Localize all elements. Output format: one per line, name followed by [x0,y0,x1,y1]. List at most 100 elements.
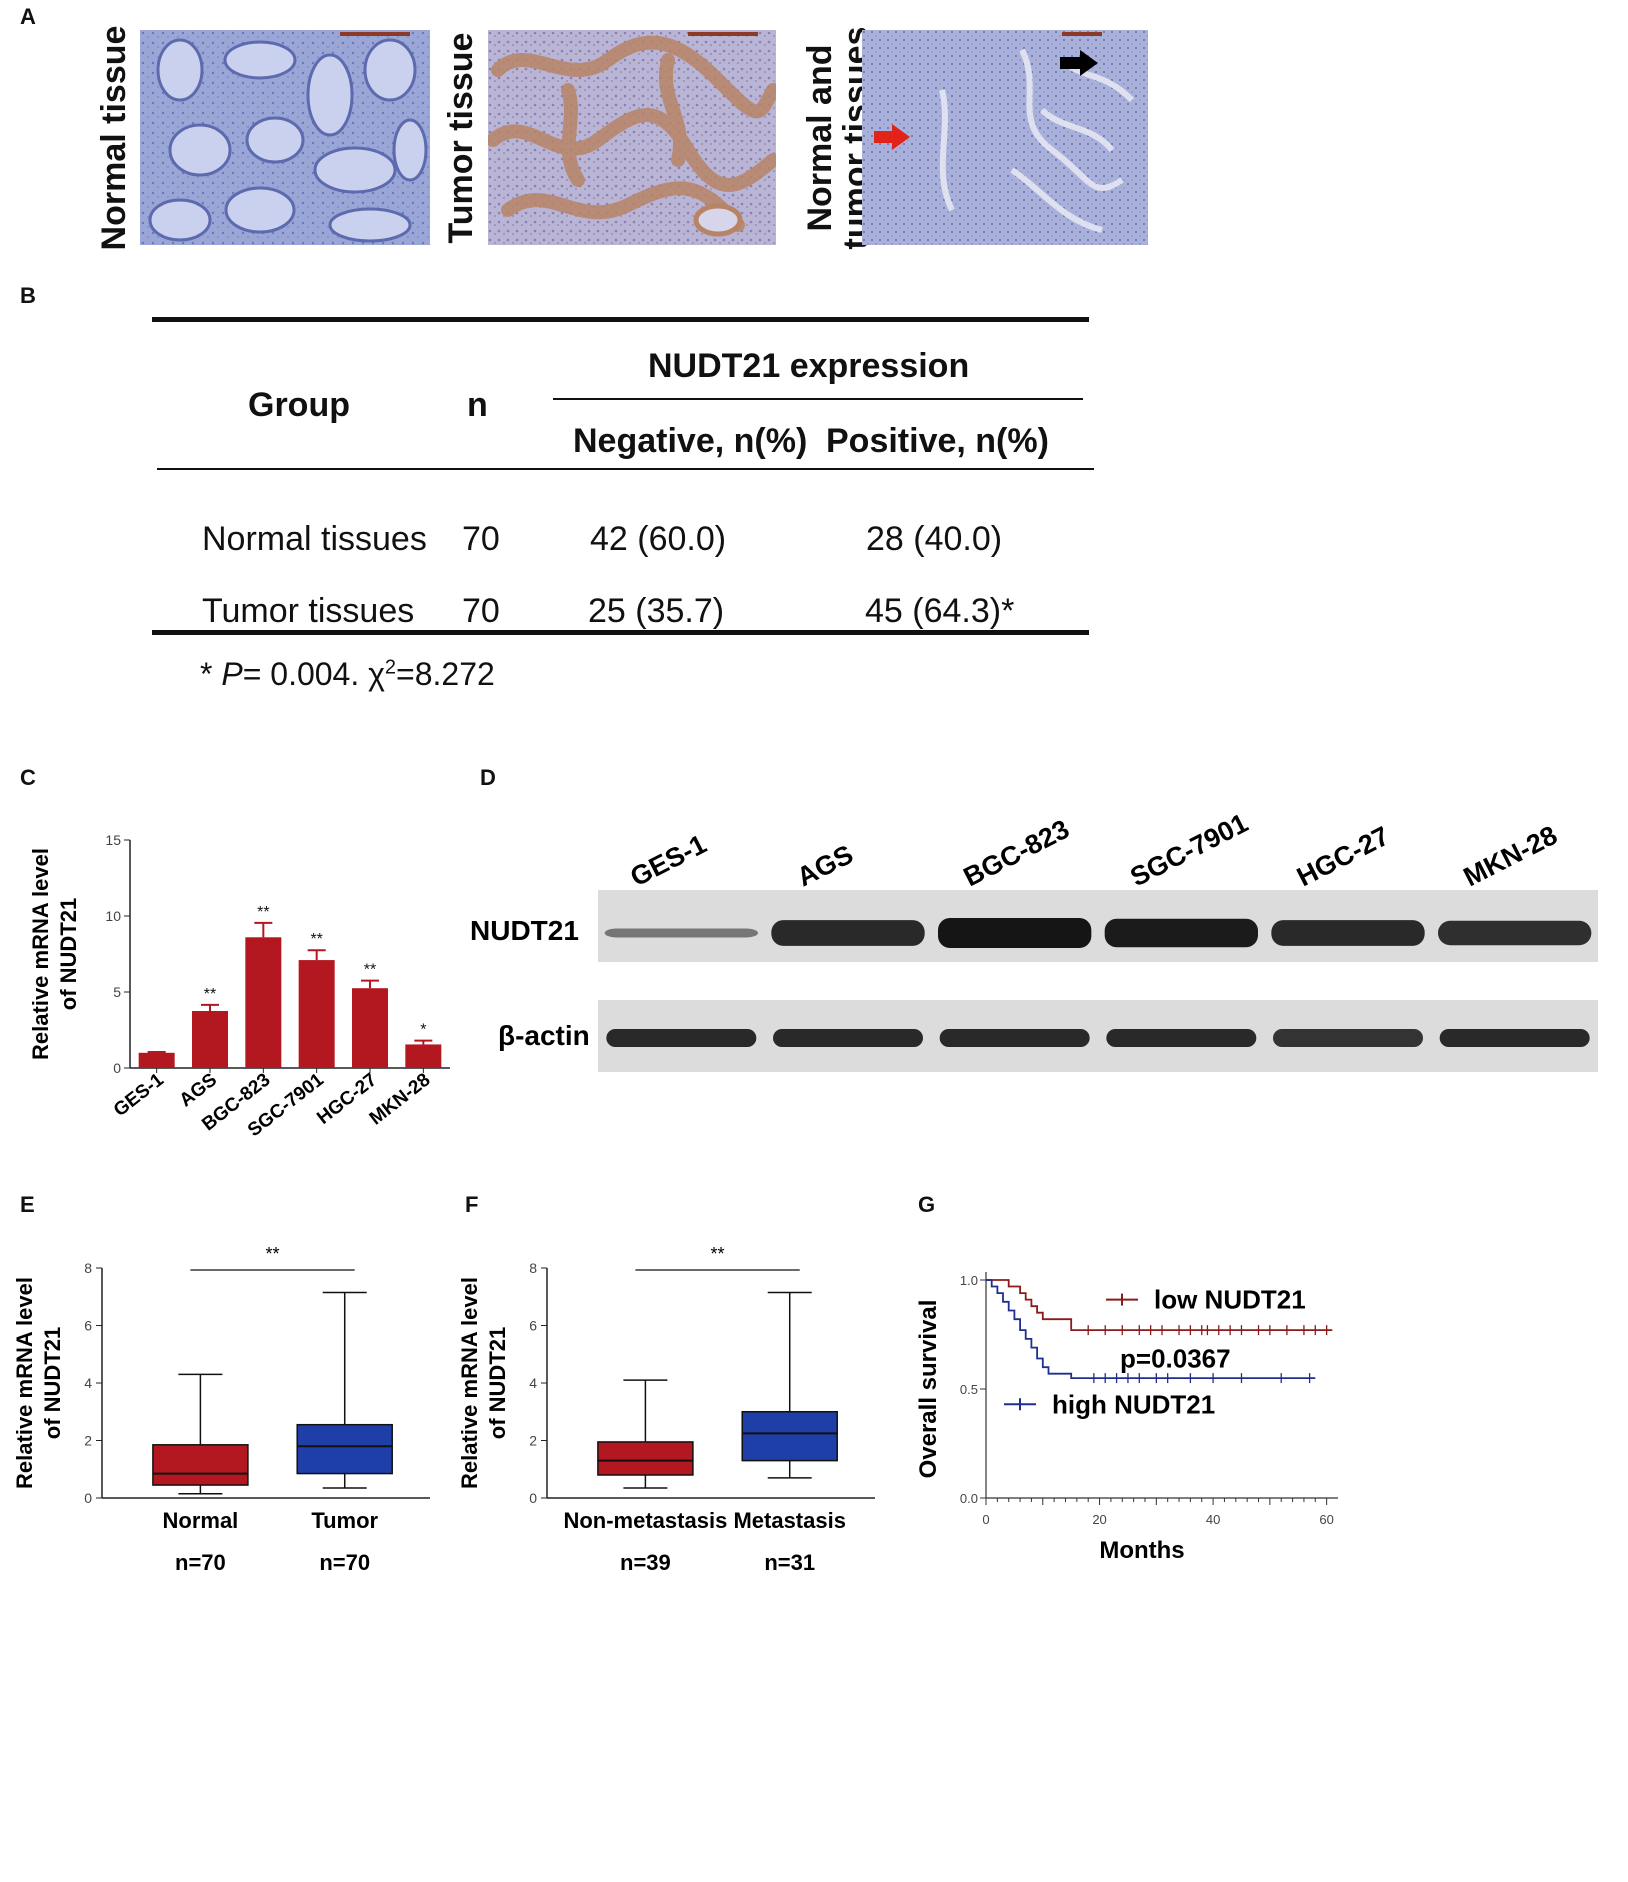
chart-c-bar: 0 5 10 15 Relative mRNA level of NUDT21 GES-1 *… [28,832,450,1141]
y-axis-label: Relative mRNA level [12,1277,37,1489]
chart-f-box: 0 2 4 6 8 Relative mRNA level of NUDT21 Non-met… [457,1244,875,1575]
significance-label: ** [364,962,376,979]
box [296,1423,393,1475]
band-nudt21 [1271,920,1425,946]
ihc-image-tumor [488,30,776,245]
red-arrow-icon [874,124,910,150]
ihc-label-mixed-line1: Normal and [801,44,839,232]
table-cell-positive: 45 (64.3)* [865,592,1015,630]
table-header-group: Group [248,386,350,424]
y-axis-label: Overall survival [915,1300,942,1479]
blot-row-label: NUDT21 [470,915,579,946]
y-tick-label: 0.0 [960,1491,978,1506]
y-axis-label: of NUDT21 [56,898,81,1010]
legend-label: low NUDT21 [1154,1285,1306,1315]
x-tick-label: Non-metastasis [563,1508,727,1533]
band-nudt21 [604,928,758,938]
x-tick-label: Metastasis [733,1508,846,1533]
count-label: n=70 [319,1550,370,1575]
lane-label: HGC-27 [1292,821,1394,893]
significance-label: ** [310,931,322,948]
bar [138,1052,175,1068]
box [597,1441,694,1476]
blot-strip-nudt21 [598,890,1598,962]
x-tick-label: AGS [176,1069,221,1111]
x-tick-label: 40 [1206,1512,1220,1527]
band-nudt21 [1104,918,1258,948]
band-actin [1273,1029,1423,1047]
lane-label: MKN-28 [1459,820,1562,892]
footnote-chi-sup: 2 [384,656,397,679]
y-tick-label: 2 [84,1433,92,1449]
y-tick-label: 8 [84,1260,92,1276]
band-nudt21 [771,920,925,946]
y-tick-label: 0.5 [960,1382,978,1397]
bar [298,960,335,1068]
lane-label: BGC-823 [959,814,1074,893]
footnote-chi: χ [368,656,385,692]
table-header-rule [157,468,1094,470]
y-axis-label: of NUDT21 [485,1327,510,1439]
y-tick-label: 5 [113,984,121,1000]
table-cell-negative: 42 (60.0) [590,520,727,558]
table-cell-n: 70 [462,592,500,630]
box [152,1444,249,1486]
band-actin [1439,1029,1590,1047]
x-tick-label: GES-1 [110,1069,168,1121]
panel-letter-c: C [20,765,36,790]
ihc-label-tumor: Tumor tissue [442,32,480,244]
y-axis-label: Relative mRNA level [457,1277,482,1489]
bar [405,1044,442,1068]
y-tick-label: 15 [105,832,121,848]
table-footnote: * P= 0.004. χ2=8.272 [200,656,495,693]
lane-label: SGC-7901 [1125,808,1252,893]
lane-label: AGS [792,839,858,892]
footnote-p-value: = 0.004. [242,656,360,692]
y-tick-label: 6 [529,1318,537,1334]
black-arrow-icon [1060,50,1098,76]
y-tick-label: 4 [84,1375,92,1391]
ihc-image-mixed [862,30,1148,245]
panel-letter-f: F [465,1192,479,1217]
panel-letter-g: G [918,1192,936,1217]
band-nudt21 [1438,920,1592,946]
x-tick-label: Normal [163,1508,239,1533]
x-axis-label: Months [1099,1537,1184,1564]
count-label: n=31 [764,1550,815,1575]
ihc-label-normal: Normal tissue [95,25,133,251]
ihc-image-normal [140,30,430,245]
table-cell-group: Tumor tissues [202,592,415,630]
panel-letter-b: B [20,283,36,308]
footnote-p: P [221,656,243,692]
bar [192,1011,228,1068]
y-tick-label: 4 [529,1375,537,1391]
table-cell-group: Normal tissues [202,520,427,558]
count-label: n=70 [175,1550,226,1575]
band-actin [606,1029,757,1047]
y-tick-label: 8 [529,1260,537,1276]
footnote-star: * [200,656,213,692]
y-axis-label: of NUDT21 [40,1327,65,1439]
table-header-n: n [467,386,488,424]
table-cell-negative: 25 (35.7) [588,592,725,630]
count-label: n=39 [620,1550,671,1575]
x-tick-label: 60 [1319,1512,1333,1527]
band-actin [773,1029,923,1047]
table-header-expression: NUDT21 expression [648,347,970,385]
survival-line [986,1279,1316,1379]
table-header-negative: Negative, n(%) [573,422,808,460]
table-sub-rule [553,398,1083,400]
box [741,1411,838,1462]
p-value-label: p=0.0367 [1120,1343,1231,1373]
table-header-positive: Positive, n(%) [826,422,1049,460]
significance-label: ** [711,1244,725,1264]
chart-e-box: 0 2 4 6 8 Relative mRNA level of NUDT21 Normal n… [12,1244,430,1575]
x-tick-label: 20 [1092,1512,1106,1527]
y-tick-label: 1.0 [960,1273,978,1288]
y-tick-label: 0 [529,1490,537,1506]
panel-letter-e: E [20,1192,35,1217]
significance-label: * [420,1022,426,1039]
y-tick-label: 0 [84,1490,92,1506]
legend-label: high NUDT21 [1052,1389,1215,1419]
y-tick-label: 2 [529,1433,537,1449]
